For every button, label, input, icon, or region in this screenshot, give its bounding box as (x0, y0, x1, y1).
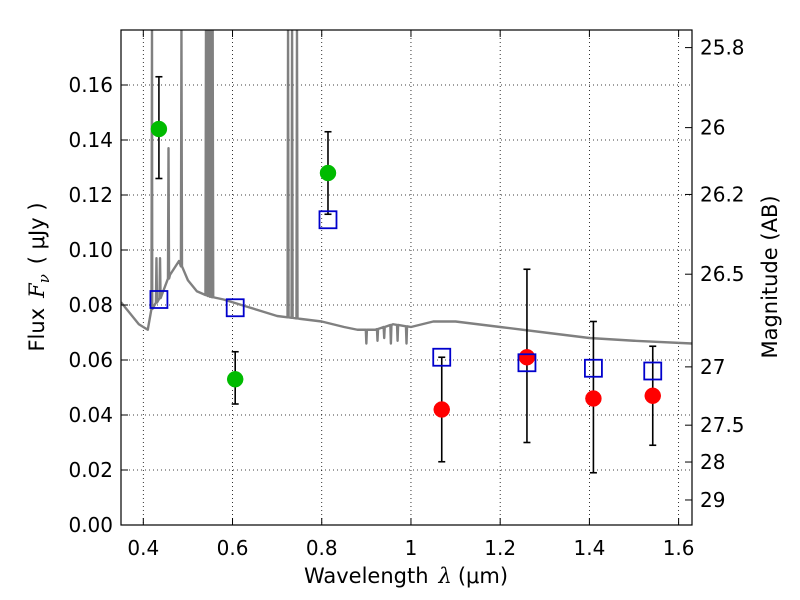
y2-axis: 25.8 26 26.2 26.5 27 27.5 28 29 (685, 36, 745, 512)
x-tick-label: 1 (405, 536, 418, 560)
y-tick-label: 0.08 (68, 293, 113, 317)
y2-tick-label: 26.2 (700, 182, 745, 206)
data-point (226, 371, 244, 388)
spectrum-line (121, 30, 692, 345)
y-axis: 0.00 0.02 0.04 0.06 0.08 0.10 0.12 0.14 0.16 (68, 73, 128, 537)
x-tick-label: 0.8 (306, 536, 338, 560)
x-label-symbol: λ (438, 564, 452, 588)
data-point (433, 401, 450, 418)
x-tick-label: 1.4 (573, 536, 605, 560)
x-axis: 0.4 0.6 0.8 1 1.2 1.4 1.6 (127, 30, 695, 560)
model-spectrum (121, 30, 692, 345)
y2-tick-label: 29 (700, 488, 725, 512)
y2-axis-label: Magnitude (AB) (758, 195, 782, 358)
data-point (518, 349, 536, 366)
data-point (319, 164, 337, 182)
y-label-symbol: F (25, 282, 49, 299)
y-axis-label: Flux Fν ( μJy ) (25, 202, 53, 351)
y2-tick-label: 26.5 (700, 262, 745, 286)
x-label-prefix: Wavelength (304, 564, 429, 588)
model-point (584, 358, 603, 378)
y-tick-label: 0.10 (68, 238, 113, 262)
x-tick-label: 0.6 (217, 536, 249, 560)
y-tick-label: 0.12 (68, 183, 113, 207)
y2-tick-label: 27.5 (700, 413, 745, 437)
y-tick-label: 0.02 (68, 458, 113, 482)
y-tick-label: 0.14 (68, 128, 113, 152)
y-tick-label: 0.06 (68, 348, 113, 372)
data-point (585, 390, 602, 407)
x-axis-label: Wavelength λ (μm) (304, 564, 508, 588)
model-point (517, 353, 537, 373)
x-label-unit: (μm) (458, 564, 508, 588)
y-label-unit: ( μJy ) (25, 202, 49, 264)
y-label-prefix: Flux (25, 308, 49, 352)
data-marks (149, 75, 663, 474)
data-point (644, 387, 661, 404)
y-tick-label: 0.04 (68, 403, 113, 427)
x-tick-label: 1.6 (663, 536, 695, 560)
grid-lines (121, 30, 692, 525)
model-point (225, 298, 245, 318)
data-point (150, 120, 168, 138)
y-tick-label: 0.00 (68, 513, 113, 537)
plot-frame (120, 29, 693, 526)
y2-tick-label: 27 (700, 355, 725, 379)
y-label-subscript: ν (35, 274, 53, 283)
y2-tick-label: 28 (700, 450, 725, 474)
model-point (643, 361, 663, 381)
model-point (149, 290, 169, 309)
plot-area (121, 30, 692, 525)
model-point (432, 347, 452, 367)
y2-tick-label: 25.8 (700, 36, 745, 60)
x-tick-label: 0.4 (127, 536, 159, 560)
y-tick-label: 0.16 (68, 73, 113, 97)
model-point (318, 210, 338, 230)
y2-tick-label: 26 (700, 116, 725, 140)
x-tick-label: 1.2 (484, 536, 516, 560)
